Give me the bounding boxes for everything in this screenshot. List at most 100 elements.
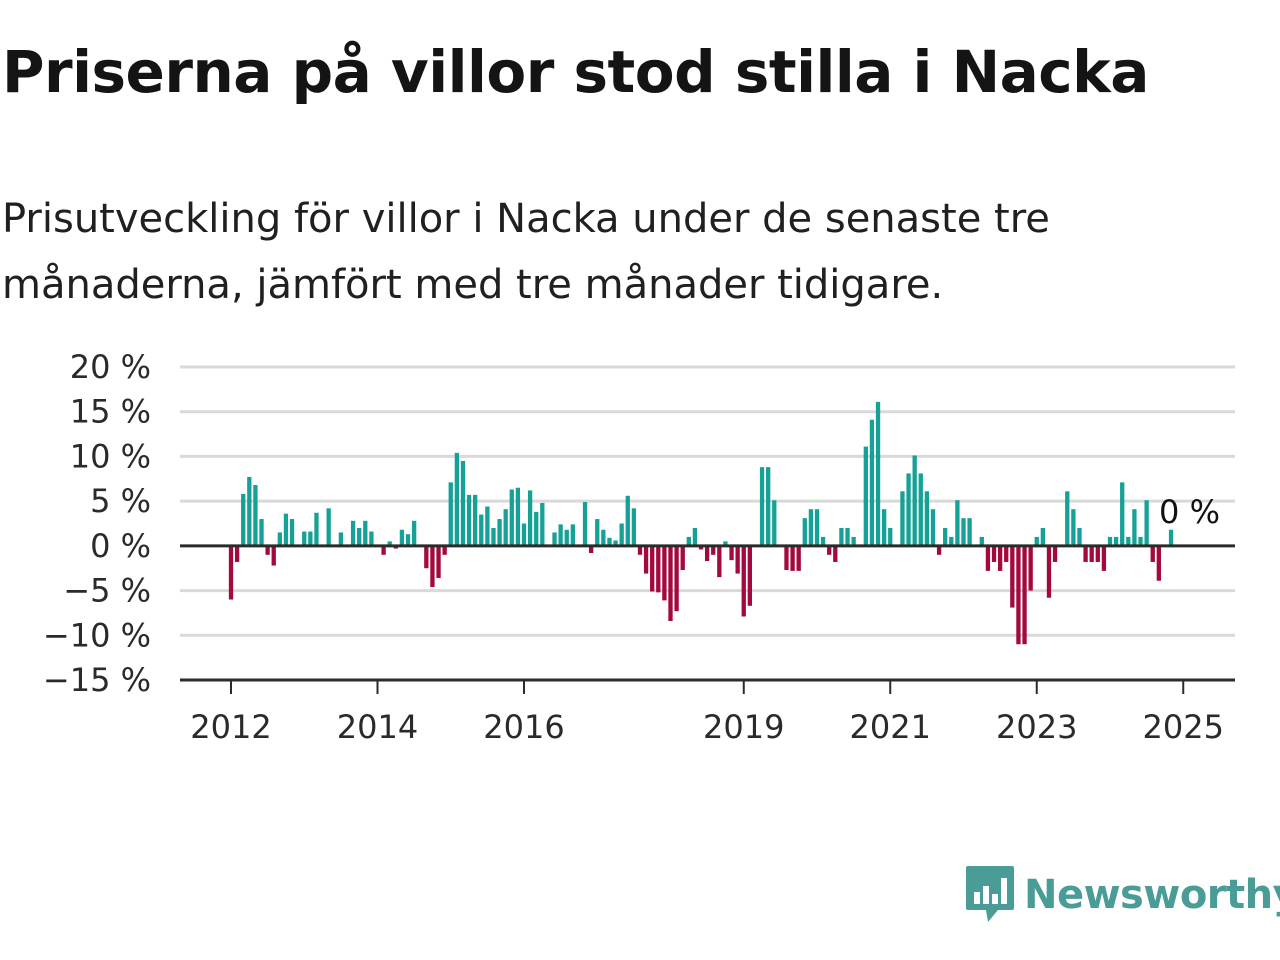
bar: [1101, 545, 1107, 571]
bar: [552, 532, 557, 546]
bar: [1065, 491, 1070, 546]
bar: [827, 545, 832, 555]
bar: [326, 508, 331, 546]
bar: [277, 532, 282, 546]
newsworthy-logo-icon: [966, 866, 1014, 922]
bar: [680, 545, 685, 571]
bar: [820, 536, 826, 546]
bar: [228, 545, 234, 600]
axes: [180, 544, 1235, 694]
bar: [949, 536, 954, 546]
y-tick-label: 5 %: [90, 482, 151, 520]
bar: [650, 545, 655, 592]
bar: [790, 545, 795, 571]
bar: [1046, 545, 1052, 598]
bar: [442, 545, 447, 555]
bar: [436, 545, 441, 579]
y-tick-label: 0 %: [90, 527, 151, 565]
bar: [662, 545, 667, 601]
bar: [1120, 482, 1125, 546]
bar: [772, 500, 777, 546]
bar: [1034, 536, 1039, 546]
bar: [711, 545, 716, 555]
y-tick-label: −5 %: [63, 572, 151, 610]
x-tick-label: 2012: [190, 708, 271, 746]
bar: [503, 509, 508, 546]
bar: [698, 545, 704, 550]
newsworthy-logo: Newsworthy: [964, 864, 1280, 926]
bar: [405, 534, 411, 546]
bar: [863, 446, 868, 546]
bar: [308, 531, 313, 546]
bar: [839, 527, 844, 546]
y-tick-label: 15 %: [70, 393, 151, 431]
y-tick-label: 10 %: [70, 437, 151, 475]
bars: [228, 401, 1174, 645]
bar: [350, 520, 356, 546]
bar: [814, 509, 820, 546]
bar: [1144, 500, 1149, 546]
bar: [607, 537, 612, 546]
bar: [411, 520, 417, 546]
chart-title: Priserna på villor stod stilla i Nacka: [2, 38, 1149, 106]
bar: [692, 527, 698, 546]
bar: [283, 513, 289, 546]
bar: [808, 509, 814, 546]
bar: [845, 527, 850, 546]
bar: [466, 494, 472, 546]
bar: [625, 495, 630, 546]
bar: [1089, 545, 1094, 562]
bar: [473, 494, 478, 546]
bar: [241, 493, 246, 546]
bar: [723, 541, 728, 546]
bar: [869, 419, 875, 546]
bar: [1004, 545, 1009, 562]
bar: [918, 473, 923, 546]
bar: [491, 527, 496, 546]
bar: [1071, 509, 1076, 546]
bar: [509, 489, 514, 546]
bar: [888, 527, 893, 546]
chart-subtitle: Prisutveckling för villor i Nacka under …: [2, 196, 1050, 308]
bar: [912, 455, 917, 546]
bar: [1052, 545, 1058, 562]
bar: [1126, 536, 1131, 546]
bar: [564, 529, 569, 546]
bar: [882, 509, 887, 546]
x-tick-label: 2023: [996, 708, 1077, 746]
x-tick-label: 2025: [1143, 708, 1224, 746]
bar: [1083, 545, 1088, 562]
bar: [387, 541, 392, 546]
bar: [784, 545, 789, 571]
bar: [875, 401, 881, 546]
bar: [570, 524, 575, 546]
bar: [991, 545, 997, 562]
bar: [430, 545, 435, 587]
bar: [967, 518, 972, 546]
bar: [1168, 529, 1174, 546]
bar: [399, 529, 405, 546]
gridlines: [180, 365, 1235, 637]
bar: [906, 473, 911, 546]
bar: [601, 529, 606, 546]
bar: [424, 545, 429, 569]
bar: [363, 520, 368, 546]
bar: [454, 452, 459, 546]
bar: [357, 527, 362, 546]
bar: [729, 545, 734, 561]
bar: [643, 545, 649, 574]
bar: [802, 518, 807, 546]
bar: [521, 523, 527, 546]
bar: [259, 519, 264, 546]
bar: [1010, 545, 1015, 608]
bar: [271, 545, 276, 566]
bar: [558, 524, 563, 546]
brand-name: Newsworthy: [1024, 872, 1280, 918]
bar: [985, 545, 991, 571]
bar: [289, 519, 295, 546]
bar: [540, 502, 545, 546]
bar: [369, 531, 374, 546]
bar-chart: 20 % 15 % 10 % 5 % 0 % −5 % −10 % −15 % 2012 2014…: [43, 348, 1235, 746]
bar: [637, 545, 643, 555]
bar: [314, 512, 319, 546]
